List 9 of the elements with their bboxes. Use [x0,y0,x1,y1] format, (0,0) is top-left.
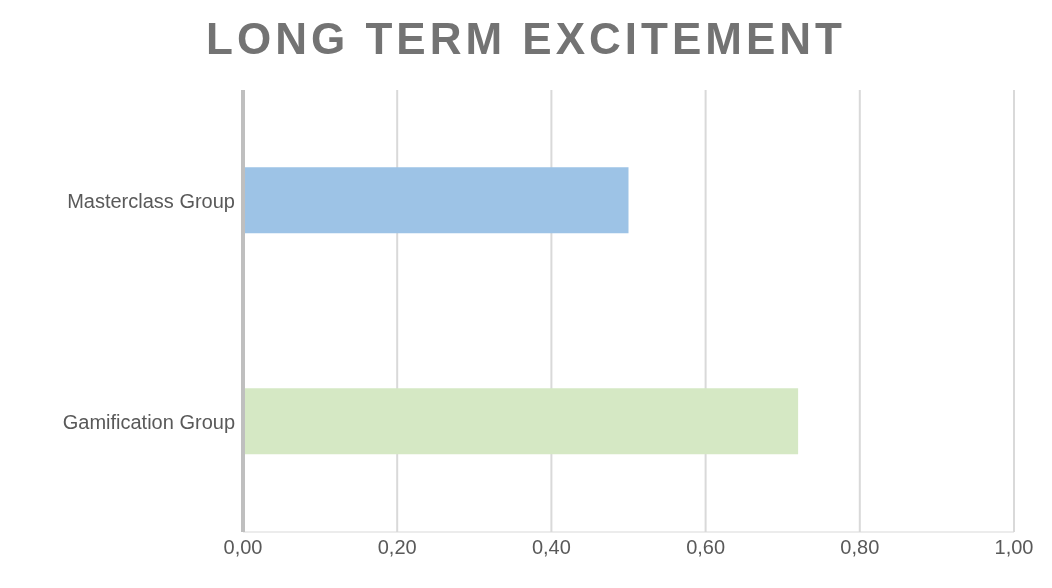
x-tick-label: 0,00 [223,536,263,559]
y-tick-label: Masterclass Group [67,189,235,212]
x-tick-label: 0,60 [686,536,726,559]
y-tick-label: Gamification Group [62,410,235,433]
x-tick-label: 0,40 [531,536,571,559]
x-tick-label: 0,80 [840,536,880,559]
chart-title: LONG TERM EXCITEMENT [205,13,847,65]
x-tick-label: 0,20 [377,536,417,559]
x-tick-label: 1,00 [994,536,1034,559]
